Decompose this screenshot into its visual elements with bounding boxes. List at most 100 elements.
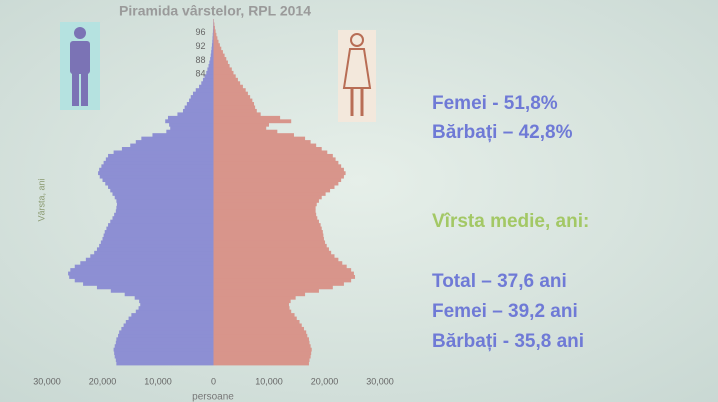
bar [106,226,214,231]
bar [213,153,333,158]
annotation: Total – 37,6 ani [432,271,567,292]
bar [103,160,214,165]
bar [130,143,214,148]
bar [114,212,214,217]
icon-leg [81,72,88,106]
bar [213,216,318,221]
bar [98,171,214,176]
bar [213,205,316,210]
icon-body [70,41,90,74]
bar [213,22,215,27]
bar [213,254,335,259]
icon-legs [350,88,364,116]
male-icon [60,22,100,110]
bar [140,302,214,307]
bar [210,57,214,61]
bar [213,333,308,338]
bar [121,326,214,331]
bar [213,313,295,317]
bar [104,230,214,234]
bar [213,192,326,196]
bar [213,316,297,321]
bar [213,223,321,227]
bar [213,202,317,207]
bar [128,316,214,321]
bar [213,32,217,37]
bar [167,115,214,120]
bar [213,25,215,30]
bar [177,112,214,117]
bar [186,102,214,106]
bar [213,288,319,293]
bar [213,98,253,103]
y-tick-label: 88 [195,55,205,65]
bar [68,271,214,276]
x-tick-label: 0 [211,376,216,386]
bar [90,254,214,259]
bar [213,354,311,359]
bar [213,129,278,134]
bar [110,219,214,224]
bar [213,226,322,231]
bar [116,205,214,210]
bar [213,150,328,155]
bar [212,32,214,37]
bar [110,288,214,293]
bar [213,57,227,61]
icon-head [74,27,86,39]
bar [99,174,214,179]
bar [135,309,214,314]
bar [213,167,344,172]
bar [213,157,336,162]
bar [213,281,344,286]
bar [116,361,214,366]
annotation: Femei – 39,2 ani [432,301,578,322]
bar [105,157,214,162]
bar [74,264,214,269]
bar [213,285,333,290]
bar [103,233,214,238]
bar [213,60,228,65]
bar [213,122,269,127]
bar [80,261,214,266]
bar [213,268,352,272]
bar [213,271,354,276]
bar [207,67,214,72]
bar [204,74,214,79]
bar [213,219,319,224]
bar [166,129,214,134]
bar [213,77,238,82]
bar [213,140,311,144]
bar [208,63,214,68]
bar [213,119,292,124]
bar [211,50,214,54]
bar [116,202,214,207]
annotation: Bărbați - 35,8 ani [432,331,584,352]
bar [213,133,294,138]
bar [110,188,214,193]
bar [105,181,214,186]
bar [210,53,214,58]
bar [206,70,214,75]
bar [213,361,309,366]
bar [182,108,214,113]
bar [213,29,216,34]
bar [70,268,214,272]
bar [112,216,214,221]
bar [209,60,214,65]
bar [213,240,326,245]
bar [213,91,248,96]
bar [213,95,251,99]
annotation: Vîrsta medie, ani: [432,211,589,232]
bar [123,323,214,328]
bar [213,84,243,89]
bar [184,105,214,110]
icon-box [338,30,376,122]
icon-head [350,33,364,47]
bar [213,323,302,328]
bar [213,174,344,179]
bar [213,295,296,300]
bar [213,39,219,44]
bar [213,340,310,345]
